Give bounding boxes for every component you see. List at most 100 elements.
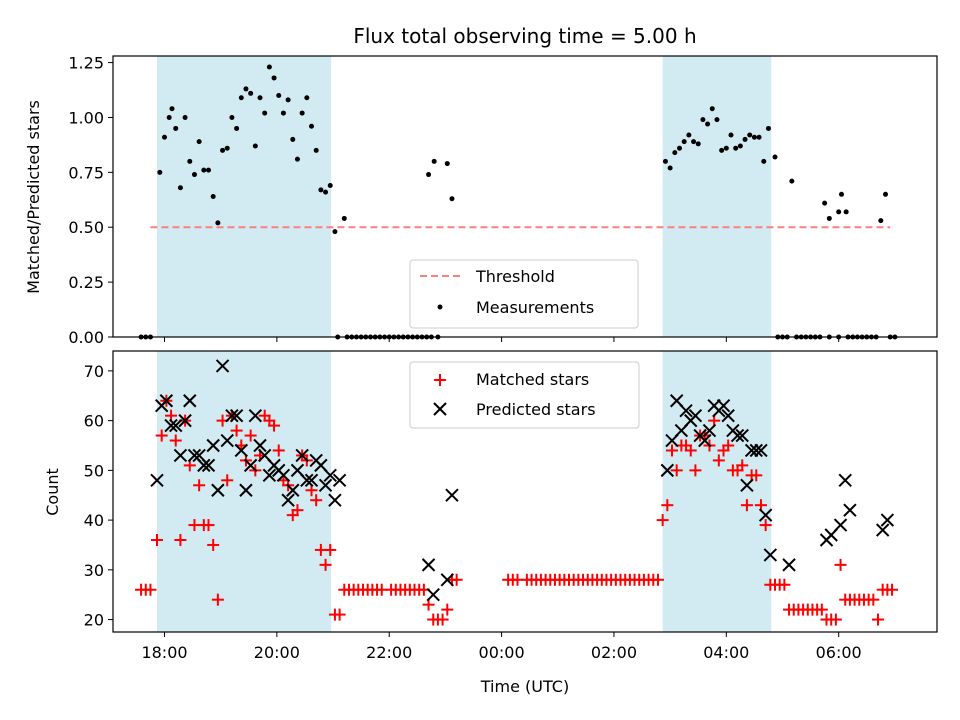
legend-predicted-swatch <box>433 402 447 416</box>
predicted-point <box>286 483 300 497</box>
predicted-point <box>740 478 754 492</box>
measurement-point <box>426 172 432 178</box>
predicted-point <box>758 508 773 522</box>
predicted-point <box>318 478 333 492</box>
y-tick-label: 0.00 <box>68 328 104 347</box>
x-tick-label: 22:00 <box>366 643 412 662</box>
measurement-point <box>822 200 828 206</box>
bottom-ylabel: Count <box>43 468 62 516</box>
measurement-point <box>169 106 175 112</box>
matched-point <box>759 519 772 532</box>
measurement-point <box>157 169 163 175</box>
measurement-point <box>449 196 455 202</box>
predicted-point <box>150 473 164 488</box>
measurement-point <box>313 147 319 153</box>
matched-point <box>829 613 842 626</box>
predicted-point <box>215 359 230 373</box>
matched-point <box>230 424 243 437</box>
matched-point <box>750 469 763 482</box>
y-tick-label: 0.25 <box>68 273 104 292</box>
matched-point <box>193 479 206 492</box>
measurement-point <box>243 86 249 92</box>
x-tick-label: 04:00 <box>703 643 749 662</box>
predicted-point <box>304 473 319 488</box>
predicted-point <box>328 493 342 507</box>
measurement-point <box>294 156 300 162</box>
matched-point <box>310 494 323 507</box>
x-tick-label: 20:00 <box>254 643 300 662</box>
predicted-point <box>295 448 309 463</box>
measurement-point <box>280 110 286 116</box>
predicted-point <box>276 468 291 483</box>
x-tick-label: 06:00 <box>816 643 862 662</box>
top-panel-frame <box>112 55 938 338</box>
measurement-point <box>747 132 753 138</box>
matched-point <box>722 439 735 452</box>
measurement-point <box>210 194 216 199</box>
measurement-point <box>290 136 296 142</box>
measurement-point <box>248 90 254 96</box>
y-tick-label: 60 <box>84 412 104 431</box>
measurement-point <box>262 110 268 116</box>
legend-matched-swatch <box>434 374 446 386</box>
legend-predicted-label: Predicted stars <box>476 400 596 419</box>
predicted-point <box>833 518 848 532</box>
chart-title: Flux total observing time = 5.00 h <box>353 24 696 48</box>
predicted-point <box>323 468 337 483</box>
measurement-point <box>276 93 282 99</box>
predicted-point <box>220 433 234 448</box>
predicted-point <box>702 423 717 438</box>
legend-threshold-label: Threshold <box>475 267 555 286</box>
measurement-point <box>162 134 167 140</box>
predicted-point <box>211 483 225 497</box>
matched-point <box>244 429 257 442</box>
predicted-point <box>698 433 712 448</box>
predicted-point <box>332 473 347 488</box>
predicted-point <box>197 458 211 473</box>
predicted-point <box>782 558 796 572</box>
x-axis-label: Time (UTC) <box>480 677 569 696</box>
predicted-point <box>763 548 778 562</box>
predicted-point <box>229 408 244 423</box>
matched-point <box>834 558 847 571</box>
predicted-point <box>183 394 197 408</box>
measurement-point <box>191 172 197 178</box>
measurement-point <box>323 189 329 195</box>
measurement-point <box>843 209 849 215</box>
matched-point <box>670 464 683 477</box>
matched-point <box>211 593 224 606</box>
measurement-point <box>431 158 437 164</box>
predicted-point <box>843 503 857 517</box>
measurement-point <box>737 143 743 149</box>
y-tick-label: 0.50 <box>68 218 104 237</box>
measurement-point <box>691 139 697 145</box>
matched-point <box>712 454 725 467</box>
matched-point <box>207 538 220 551</box>
measurement-point <box>271 75 277 81</box>
predicted-point <box>735 428 749 443</box>
measurement-point <box>206 167 212 173</box>
legend-matched-label: Matched stars <box>476 370 589 389</box>
predicted-point <box>225 408 239 423</box>
matched-point <box>268 419 281 432</box>
measurement-point <box>756 134 762 140</box>
matched-point <box>436 613 449 626</box>
measurement-point <box>220 147 226 153</box>
predicted-point <box>169 418 183 433</box>
measurement-point <box>700 117 706 123</box>
predicted-point <box>679 403 693 418</box>
predicted-point <box>721 408 735 423</box>
predicted-point <box>164 418 178 433</box>
measurement-point <box>196 139 202 145</box>
measurement-point <box>705 121 711 127</box>
top-legend: Threshold Measurements <box>409 259 639 329</box>
predicted-point <box>660 463 675 478</box>
measurement-point <box>341 215 347 221</box>
measurement-point <box>229 114 235 120</box>
predicted-point <box>262 468 277 483</box>
measurement-point <box>182 114 188 120</box>
legend-measurements-label: Measurements <box>476 298 594 317</box>
predicted-point <box>234 443 248 458</box>
predicted-point <box>426 587 440 602</box>
